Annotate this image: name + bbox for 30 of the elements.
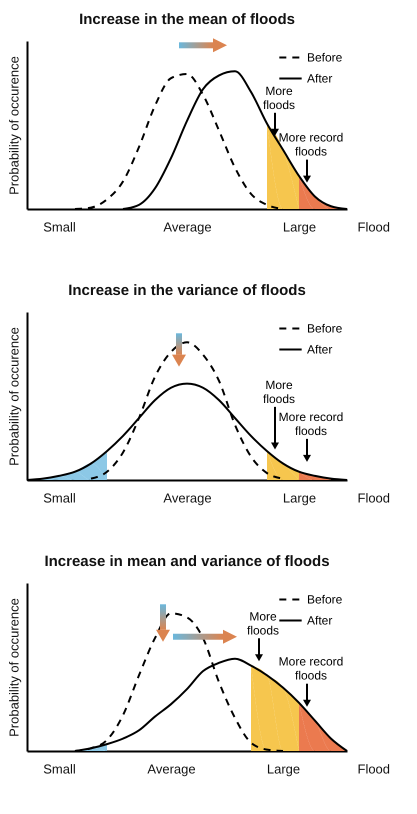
chart-title: Increase in the mean of floods (79, 11, 295, 28)
annotation: More record floods (278, 130, 344, 159)
x-tick-label: Average (163, 220, 212, 234)
annotation: More floods (262, 378, 296, 406)
x-axis-title: Flood (358, 220, 390, 234)
legend-label: Before (307, 322, 343, 336)
annotation: More floods (262, 84, 296, 112)
x-axis-title: Flood (358, 762, 390, 776)
legend-label: After (307, 72, 332, 86)
x-axis-title: Flood (358, 490, 390, 506)
annotation: More record floods (278, 654, 344, 683)
annotation: More floods (246, 609, 280, 638)
x-tick-label: Small (43, 490, 76, 506)
x-tick-label: Small (43, 762, 76, 776)
y-axis-title: Probability of occurence (6, 598, 22, 737)
legend-label: After (307, 342, 332, 356)
x-tick-label: Large (266, 762, 300, 776)
x-tick-label: Large (282, 220, 316, 234)
annotation: More record floods (278, 410, 344, 438)
chart-title: Increase in mean and variance of floods (44, 553, 330, 570)
y-axis-title: Probability of occurence (6, 56, 22, 195)
y-axis-title: Probability of occurence (6, 327, 22, 466)
legend-label: After (307, 614, 332, 628)
chart-title: Increase in the variance of floods (68, 282, 306, 299)
legend-label: Before (307, 50, 343, 64)
x-tick-label: Average (147, 762, 196, 776)
x-tick-label: Large (282, 490, 316, 506)
legend-label: Before (307, 592, 343, 606)
x-tick-label: Average (163, 490, 212, 506)
x-tick-label: Small (43, 220, 76, 234)
